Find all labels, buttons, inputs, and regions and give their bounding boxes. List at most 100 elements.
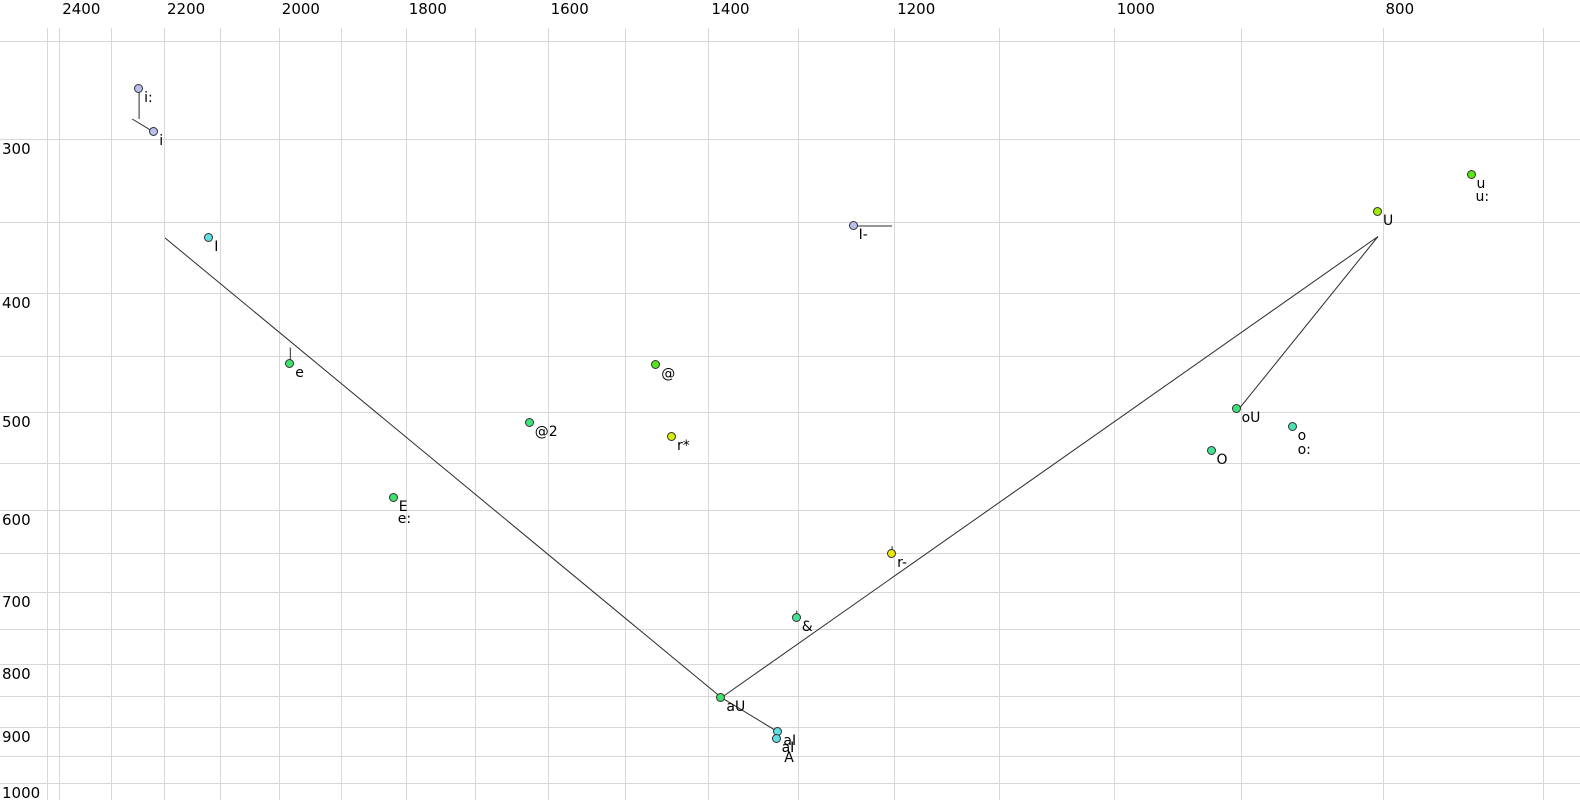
point-label-ou: oU	[1241, 410, 1261, 427]
gridline-x-1600	[547, 28, 549, 800]
point-label-i: I	[214, 239, 219, 255]
gridline-y-950	[0, 755, 1580, 757]
data-point-sym	[651, 360, 661, 370]
data-point-u	[1466, 170, 1476, 180]
point-label-o: O	[1216, 451, 1228, 468]
data-point-i	[204, 233, 214, 242]
point-label-u: u	[1476, 176, 1486, 193]
gridline-y-500	[0, 412, 1580, 414]
gridline-x-700	[1543, 28, 1545, 800]
gridline-y-800	[0, 663, 1580, 665]
gridline-x-1100	[998, 28, 1000, 800]
point-label-sym: @	[661, 366, 676, 383]
data-point-au	[716, 692, 726, 702]
y-tick-label-300: 300	[2, 140, 31, 158]
gridline-x-2200	[164, 28, 165, 800]
gridline-y-650	[0, 552, 1580, 554]
point-label-e: E	[398, 499, 408, 516]
y-tick-label-600: 600	[2, 510, 31, 529]
gridline-x-1400	[708, 28, 710, 800]
gridline-x-2300	[110, 28, 112, 800]
plot-left-frame	[47, 28, 48, 800]
data-point-u	[1373, 207, 1382, 217]
segment-front-diagonal	[164, 237, 722, 698]
point-label-2: @2	[534, 423, 558, 440]
data-point-e	[285, 359, 295, 369]
x-tick-label-1400: 1400	[711, 0, 750, 18]
segment-u-to-ou-branch	[1237, 236, 1379, 411]
x-tick-label-1200: 1200	[897, 0, 936, 18]
point-label-r: r-	[897, 554, 908, 571]
data-point-o	[1206, 445, 1216, 455]
gridline-y-750	[0, 629, 1580, 631]
gridline-x-1500	[625, 28, 627, 800]
gridline-y-600	[0, 509, 1580, 511]
data-point-e	[388, 493, 398, 503]
x-tick-label-2000: 2000	[281, 0, 320, 18]
gridline-x-2000	[278, 28, 280, 800]
y-tick-label-700: 700	[2, 593, 31, 612]
x-tick-label-800: 800	[1385, 0, 1415, 18]
gridline-x-1900	[340, 28, 342, 800]
data-point-2	[524, 417, 534, 427]
point-label-e: e	[295, 365, 304, 382]
y-tick-label-900: 900	[2, 727, 31, 746]
segment-back-diagonal	[721, 236, 1379, 699]
point-label-e: e:	[397, 511, 412, 528]
gridline-x-1700	[474, 28, 476, 800]
point-label-u: u:	[1475, 189, 1490, 206]
point-label-ai: aI	[781, 739, 795, 756]
point-label-r: r*	[677, 438, 690, 455]
point-label-a: A	[784, 750, 794, 766]
data-point-o	[1287, 422, 1297, 432]
data-point-ou	[1231, 404, 1241, 414]
data-point-i	[848, 221, 858, 230]
gridline-y-250	[0, 41, 1580, 43]
x-tick-label-1000: 1000	[1116, 0, 1155, 18]
gridline-y-350	[0, 221, 1580, 223]
gridline-y-400	[0, 292, 1580, 294]
gridline-y-450	[0, 356, 1580, 357]
gridline-y-700	[0, 592, 1580, 594]
y-tick-label-1000: 1000	[2, 784, 41, 800]
point-label-ai: aI	[783, 733, 797, 750]
gridline-y-900	[0, 726, 1580, 728]
data-point-i	[134, 83, 144, 93]
data-point-sym	[791, 612, 801, 622]
gridline-x-1300	[797, 28, 799, 800]
x-tick-label-1600: 1600	[550, 0, 589, 18]
gridline-y-850	[0, 696, 1580, 698]
point-label-i: I-	[858, 227, 868, 243]
x-tick-label-2400: 2400	[62, 0, 101, 18]
gridline-y-550	[0, 463, 1580, 465]
point-label-au: aU	[726, 698, 746, 715]
point-label-u: U	[1383, 213, 1394, 230]
gridline-x-900	[1240, 28, 1242, 800]
y-tick-label-800: 800	[2, 664, 31, 683]
data-point-ai	[771, 733, 781, 743]
gridline-x-1800	[405, 28, 407, 800]
segment-i-approach-tick	[131, 118, 151, 131]
point-label-o: o:	[1297, 442, 1311, 459]
gridline-y-300	[0, 139, 1580, 140]
gridline-x-2400	[59, 28, 61, 800]
y-tick-label-400: 400	[2, 293, 31, 312]
segment-au-to-ai	[721, 697, 779, 733]
gridline-y-1000	[0, 783, 1580, 785]
point-label-sym: &	[801, 618, 813, 635]
x-tick-label-1800: 1800	[408, 0, 447, 18]
point-label-o: o	[1297, 428, 1307, 445]
gridline-x-1200	[894, 28, 896, 800]
gridline-x-1000	[1113, 28, 1115, 800]
data-point-r	[887, 548, 897, 558]
point-label-i: i:	[144, 89, 153, 106]
data-point-r	[667, 432, 676, 442]
x-tick-label-2200: 2200	[167, 0, 206, 18]
gridline-x-800	[1382, 28, 1384, 800]
gridline-x-2100	[220, 28, 222, 800]
y-tick-label-500: 500	[2, 413, 31, 432]
data-point-i	[149, 126, 159, 136]
point-label-i: i	[159, 132, 164, 149]
